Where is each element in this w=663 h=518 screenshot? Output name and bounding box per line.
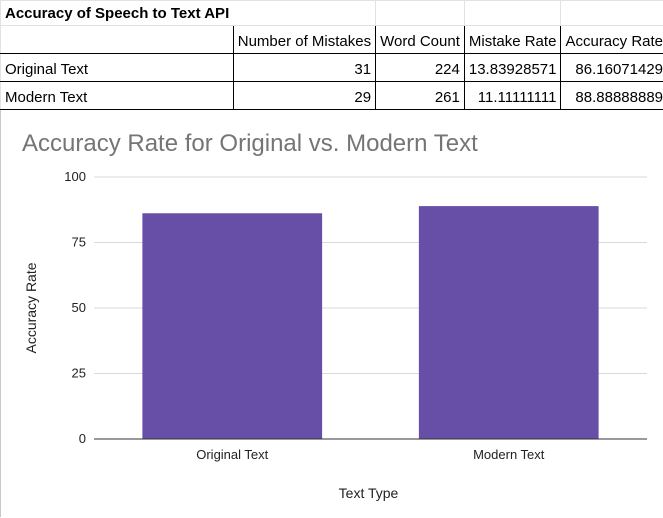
sheet-value-cell[interactable]: 11.11111111 [463, 81, 562, 110]
chart-title: Accuracy Rate for Original vs. Modern Te… [22, 130, 478, 157]
sheet-header-cell[interactable]: Accuracy Rate [560, 25, 663, 54]
y-tick-label: 50 [72, 300, 86, 315]
sheet-cell[interactable] [463, 0, 562, 26]
sheet-title-row: Accuracy of Speech to Text API [0, 0, 663, 26]
sheet-header-cell[interactable] [0, 25, 234, 54]
sheet-value-cell[interactable]: 31 [232, 53, 377, 82]
y-tick-label: 25 [72, 366, 86, 381]
sheet-title-cell[interactable]: Accuracy of Speech to Text API [0, 0, 234, 26]
y-tick-label: 100 [64, 169, 86, 184]
y-tick-label: 75 [72, 235, 86, 250]
x-axis-ticks: Original Text Modern Text [196, 447, 545, 462]
x-tick-label: Modern Text [473, 447, 545, 462]
sheet-cell[interactable] [233, 0, 377, 26]
sheet-header-cell[interactable]: Mistake Rate [463, 25, 562, 54]
x-axis-title: Text Type [339, 485, 399, 501]
sheet-header-cell[interactable]: Number of Mistakes [232, 25, 377, 54]
embedded-chart[interactable]: Accuracy Rate for Original vs. Modern Te… [0, 110, 662, 517]
sheet-data-row-original: Original Text 31 224 13.83928571 86.1607… [0, 53, 663, 82]
bar-modern-text[interactable] [418, 206, 599, 439]
sheet-data-row-modern: Modern Text 29 261 11.11111111 88.888888… [0, 81, 663, 110]
sheet-header-cell[interactable]: Word Count [375, 25, 465, 54]
bar-chart: Accuracy Rate for Original vs. Modern Te… [22, 130, 647, 501]
y-tick-label: 0 [79, 431, 86, 446]
sheet-value-cell[interactable]: 224 [375, 53, 465, 82]
sheet-cell[interactable] [375, 0, 465, 26]
y-axis-title: Accuracy Rate [23, 262, 39, 353]
sheet-header-row: Number of Mistakes Word Count Mistake Ra… [0, 25, 663, 54]
sheet-cell[interactable] [560, 0, 663, 26]
y-axis-ticks: 0 25 50 75 100 [64, 169, 86, 446]
sheet-value-cell[interactable]: 88.88888889 [560, 81, 663, 110]
bars [142, 206, 599, 439]
sheet-value-cell[interactable]: 13.83928571 [463, 53, 562, 82]
sheet-value-cell[interactable]: 261 [375, 81, 465, 110]
sheet-row-label[interactable]: Modern Text [0, 81, 234, 110]
sheet-row-label[interactable]: Original Text [0, 53, 234, 82]
sheet-value-cell[interactable]: 29 [232, 81, 377, 110]
spreadsheet-table: Accuracy of Speech to Text API Number of… [0, 0, 663, 110]
sheet-value-cell[interactable]: 86.16071429 [560, 53, 663, 82]
bar-original-text[interactable] [142, 213, 323, 439]
x-tick-label: Original Text [196, 447, 268, 462]
